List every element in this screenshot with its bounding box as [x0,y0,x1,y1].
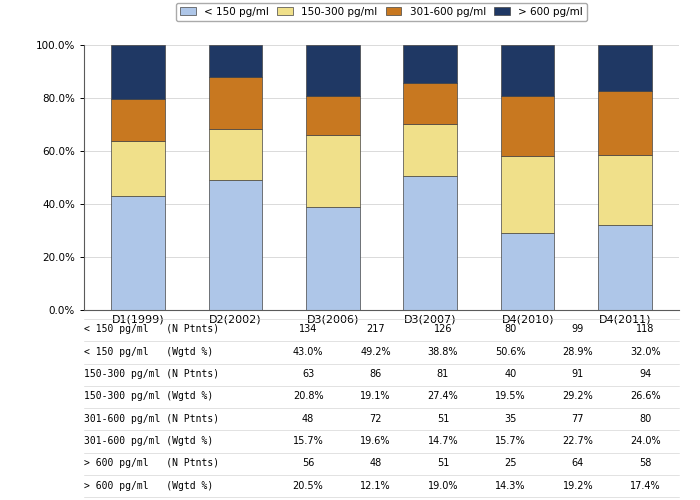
Text: 15.7%: 15.7% [293,436,323,446]
Text: 19.5%: 19.5% [495,392,526,402]
Bar [403,44,457,82]
Text: 19.6%: 19.6% [360,436,391,446]
Text: 64: 64 [572,458,584,468]
Legend: < 150 pg/ml, 150-300 pg/ml, 301-600 pg/ml, > 600 pg/ml: < 150 pg/ml, 150-300 pg/ml, 301-600 pg/m… [176,2,587,21]
Text: 150-300 pg/ml (N Ptnts): 150-300 pg/ml (N Ptnts) [84,369,219,379]
Bar [598,225,652,310]
Text: 27.4%: 27.4% [428,392,458,402]
Text: 15.7%: 15.7% [495,436,526,446]
Bar [501,234,554,310]
Text: < 150 pg/ml   (N Ptnts): < 150 pg/ml (N Ptnts) [84,324,219,334]
Text: 14.7%: 14.7% [428,436,458,446]
Text: 32.0%: 32.0% [630,347,661,357]
Text: 17.4%: 17.4% [630,480,661,490]
Text: 12.1%: 12.1% [360,480,391,490]
Bar [403,82,457,124]
Text: 35: 35 [504,414,517,424]
Bar [209,45,262,77]
Text: 24.0%: 24.0% [630,436,661,446]
Text: 19.1%: 19.1% [360,392,391,402]
Bar [306,46,360,96]
Text: 81: 81 [437,369,449,379]
Text: 56: 56 [302,458,314,468]
Bar [111,45,164,100]
Text: < 150 pg/ml   (Wgtd %): < 150 pg/ml (Wgtd %) [84,347,214,357]
Text: 217: 217 [366,324,385,334]
Text: 301-600 pg/ml (N Ptnts): 301-600 pg/ml (N Ptnts) [84,414,219,424]
Text: 77: 77 [572,414,584,424]
Text: 126: 126 [434,324,452,334]
Bar [111,141,164,196]
Bar [598,91,652,154]
Text: 43.0%: 43.0% [293,347,323,357]
Text: 28.9%: 28.9% [563,347,593,357]
Bar [209,77,262,129]
Text: 134: 134 [299,324,317,334]
Text: 51: 51 [437,414,449,424]
Text: 48: 48 [370,458,382,468]
Bar [598,154,652,225]
Text: 150-300 pg/ml (Wgtd %): 150-300 pg/ml (Wgtd %) [84,392,214,402]
Text: 50.6%: 50.6% [495,347,526,357]
Text: 48: 48 [302,414,314,424]
Text: 20.8%: 20.8% [293,392,323,402]
Text: 19.0%: 19.0% [428,480,458,490]
Text: 301-600 pg/ml (Wgtd %): 301-600 pg/ml (Wgtd %) [84,436,214,446]
Bar [403,124,457,176]
Text: 58: 58 [639,458,652,468]
Bar [501,45,554,96]
Bar [111,196,164,310]
Text: 72: 72 [370,414,382,424]
Text: 19.2%: 19.2% [563,480,593,490]
Bar [209,180,262,310]
Text: 20.5%: 20.5% [293,480,323,490]
Text: 80: 80 [504,324,517,334]
Bar [111,100,164,141]
Bar [209,129,262,180]
Text: 26.6%: 26.6% [630,392,661,402]
Text: 40: 40 [504,369,517,379]
Bar [598,45,652,91]
Text: 51: 51 [437,458,449,468]
Text: 63: 63 [302,369,314,379]
Bar [306,96,360,134]
Bar [501,96,554,156]
Text: 29.2%: 29.2% [563,392,593,402]
Text: 14.3%: 14.3% [495,480,526,490]
Bar [403,176,457,310]
Text: 38.8%: 38.8% [428,347,458,357]
Text: 94: 94 [639,369,652,379]
Text: 99: 99 [572,324,584,334]
Text: 80: 80 [639,414,652,424]
Bar [306,134,360,207]
Text: 91: 91 [572,369,584,379]
Bar [501,156,554,234]
Text: 86: 86 [370,369,382,379]
Text: 22.7%: 22.7% [562,436,594,446]
Text: 25: 25 [504,458,517,468]
Text: 49.2%: 49.2% [360,347,391,357]
Text: 118: 118 [636,324,655,334]
Bar [306,207,360,310]
Text: > 600 pg/ml   (Wgtd %): > 600 pg/ml (Wgtd %) [84,480,214,490]
Text: > 600 pg/ml   (N Ptnts): > 600 pg/ml (N Ptnts) [84,458,219,468]
